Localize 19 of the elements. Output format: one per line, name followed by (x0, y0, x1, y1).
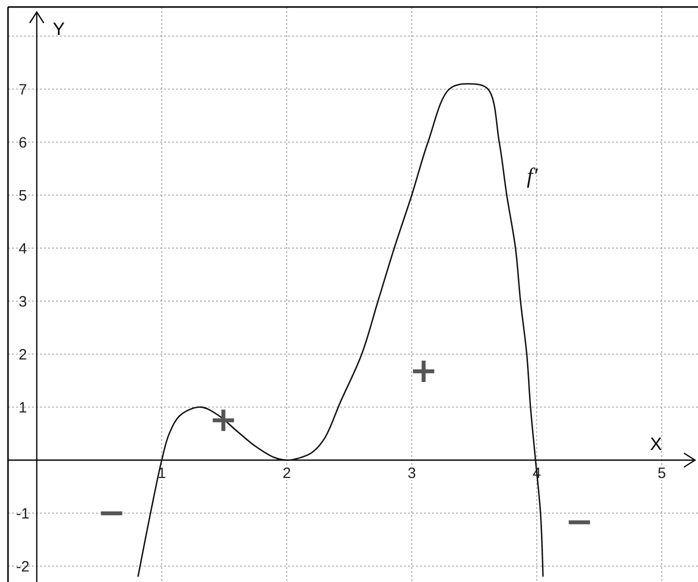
x-tick-label: 5 (658, 465, 666, 482)
y-tick-label: 7 (18, 81, 27, 98)
y-tick-label: -1 (16, 505, 30, 522)
annotation: + (409, 351, 438, 392)
x-axis-title: X (650, 434, 662, 454)
x-tick-label: 3 (408, 465, 416, 482)
x-tick-label: 2 (282, 465, 291, 482)
y-tick-label: 2 (18, 346, 27, 364)
line-series (137, 83, 544, 578)
y-tick-label: 6 (18, 134, 27, 152)
y-tick-label: -2 (16, 558, 30, 576)
y-tick-label: 1 (18, 399, 27, 416)
annotation: − (97, 493, 126, 534)
y-tick-label: 5 (18, 187, 27, 204)
series-label: f′ (526, 163, 539, 188)
y-tick-label: 3 (18, 293, 27, 310)
annotation: − (565, 502, 594, 542)
y-tick-label: 4 (18, 240, 27, 258)
y-axis-title: Y (52, 19, 65, 39)
